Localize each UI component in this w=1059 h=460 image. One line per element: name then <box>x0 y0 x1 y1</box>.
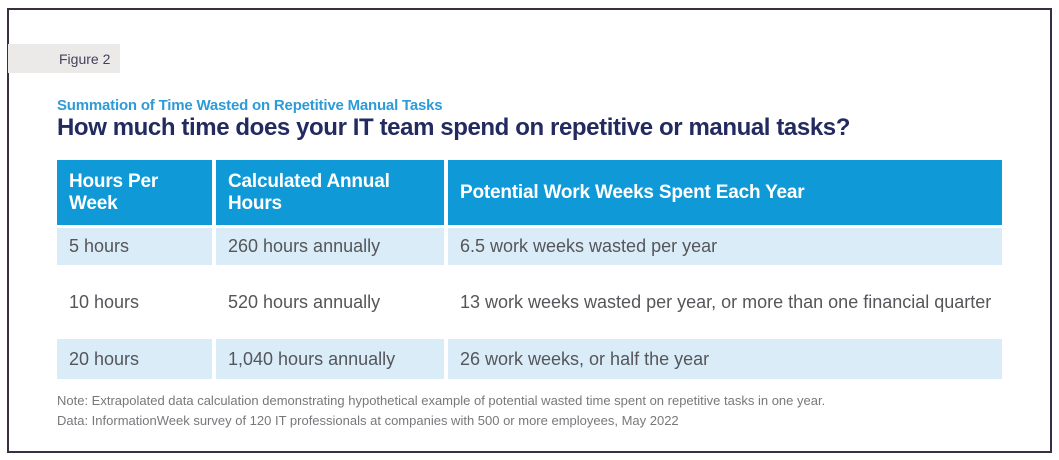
column-header-calculated-annual-hours: Calculated Annual Hours <box>216 160 444 225</box>
figure-label: Figure 2 <box>8 44 120 73</box>
figure-label-text: Figure 2 <box>59 50 111 67</box>
table-cell: 6.5 work weeks wasted per year <box>448 228 1002 265</box>
table-cell: 13 work weeks wasted per year, or more t… <box>460 291 992 312</box>
column-header-potential-work-weeks: Potential Work Weeks Spent Each Year <box>448 160 1002 225</box>
figure-notes: Note: Extrapolated data calculation demo… <box>57 391 825 430</box>
data-table: Hours Per Week Calculated Annual Hours P… <box>57 160 1002 379</box>
data-source-line: Data: InformationWeek survey of 120 IT p… <box>57 412 679 428</box>
table-cell: 520 hours annually <box>228 291 381 312</box>
table-cell: 26 work weeks, or half the year <box>448 339 1002 379</box>
table-cell: 5 hours <box>57 228 212 265</box>
figure-title: How much time does your IT team spend on… <box>57 114 850 141</box>
note-line: Note: Extrapolated data calculation demo… <box>57 393 826 408</box>
column-header-hours-per-week: Hours Per Week <box>57 160 212 225</box>
table-cell: 260 hours annually <box>216 228 444 265</box>
table-cell: 1,040 hours annually <box>216 339 444 379</box>
figure-subtitle: Summation of Time Wasted on Repetitive M… <box>57 97 443 114</box>
table-cell: 20 hours <box>57 339 212 379</box>
table-cell: 10 hours <box>69 291 140 312</box>
